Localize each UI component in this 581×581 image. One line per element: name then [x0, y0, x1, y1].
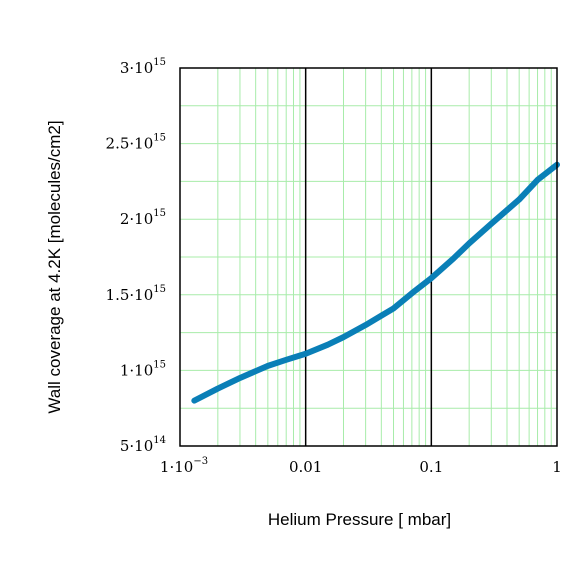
x-tick-label: 0.1 [419, 458, 443, 476]
y-tick-exponent: 15 [153, 208, 166, 219]
plot-frame [179, 67, 558, 447]
y-tick-exponent: 15 [153, 284, 166, 295]
data-point [191, 398, 197, 404]
y-tick-label: 1·1015 [120, 359, 166, 379]
data-point [409, 290, 415, 296]
x-tick-label: 1·10−3 [160, 456, 208, 476]
data-point [325, 342, 331, 348]
x-tick-label: 0.01 [289, 458, 322, 476]
series-line [191, 161, 560, 404]
y-tick-label: 2.5·1015 [106, 133, 166, 153]
data-point [450, 255, 457, 262]
data-point [237, 375, 243, 381]
data-point [215, 385, 221, 392]
data-point [390, 305, 397, 312]
y-tick-label: 5·1014 [120, 435, 166, 455]
y-axis-title: Wall coverage at 4.2K [molecules/cm2] [45, 120, 64, 413]
x-tick-labels: 1·10−3 0.01 0.1 1 [160, 456, 562, 476]
data-point [265, 363, 271, 369]
grid-layer [180, 68, 557, 446]
x-tick-label: 1 [552, 458, 562, 476]
data-point [283, 357, 289, 363]
series-layer [191, 161, 560, 404]
data-point [428, 275, 434, 281]
data-point [534, 177, 541, 183]
y-tick-labels: 5·1014 1·1015 1.5·1015 2·1015 2.5·1015 3·1015 [106, 57, 166, 455]
x-axis-title: Helium Pressure [ mbar] [268, 510, 451, 529]
data-point [488, 221, 494, 227]
y-tick-label: 2·1015 [120, 208, 166, 228]
data-point [303, 351, 309, 357]
y-tick-exponent: 15 [153, 57, 166, 68]
data-point [363, 322, 369, 328]
x-tick-exponent: −3 [193, 456, 208, 467]
data-point [340, 334, 347, 340]
y-tick-label: 1.5·1015 [106, 284, 166, 304]
y-tick-label: 3·1015 [120, 57, 166, 77]
data-point [516, 196, 522, 203]
y-tick-exponent: 14 [153, 435, 166, 446]
data-point [466, 240, 472, 246]
y-tick-exponent: 15 [153, 359, 166, 370]
y-tick-exponent: 15 [153, 133, 166, 144]
